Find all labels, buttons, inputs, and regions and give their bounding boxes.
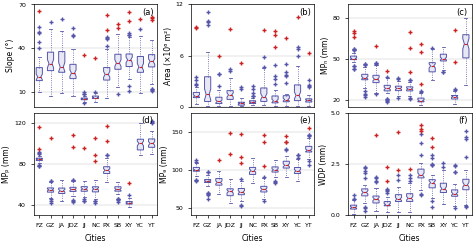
PathPatch shape — [440, 183, 447, 193]
PathPatch shape — [452, 96, 458, 99]
PathPatch shape — [463, 179, 469, 190]
PathPatch shape — [373, 75, 379, 83]
PathPatch shape — [249, 101, 255, 103]
PathPatch shape — [283, 96, 290, 102]
PathPatch shape — [126, 54, 132, 66]
PathPatch shape — [137, 57, 144, 72]
PathPatch shape — [216, 179, 222, 185]
PathPatch shape — [429, 180, 435, 188]
PathPatch shape — [350, 56, 356, 60]
PathPatch shape — [306, 99, 312, 102]
Text: (a): (a) — [142, 8, 154, 17]
PathPatch shape — [115, 187, 121, 191]
PathPatch shape — [350, 205, 356, 209]
PathPatch shape — [104, 68, 110, 80]
PathPatch shape — [193, 92, 200, 98]
PathPatch shape — [418, 98, 424, 102]
Y-axis label: WDP (mm): WDP (mm) — [319, 144, 328, 185]
X-axis label: Cities: Cities — [242, 233, 264, 243]
PathPatch shape — [407, 87, 413, 91]
PathPatch shape — [205, 77, 211, 101]
PathPatch shape — [362, 74, 368, 80]
Y-axis label: MPₔ (mm): MPₔ (mm) — [160, 146, 169, 183]
PathPatch shape — [227, 189, 233, 196]
Text: (c): (c) — [456, 8, 468, 17]
PathPatch shape — [261, 186, 267, 192]
PathPatch shape — [104, 167, 110, 173]
PathPatch shape — [70, 64, 76, 79]
PathPatch shape — [395, 195, 401, 202]
Text: (d): (d) — [142, 116, 154, 125]
PathPatch shape — [384, 85, 390, 91]
PathPatch shape — [418, 169, 424, 178]
PathPatch shape — [395, 86, 401, 91]
PathPatch shape — [407, 194, 413, 201]
PathPatch shape — [238, 102, 245, 105]
PathPatch shape — [47, 52, 54, 71]
PathPatch shape — [294, 168, 301, 173]
PathPatch shape — [36, 158, 42, 160]
PathPatch shape — [59, 51, 65, 72]
PathPatch shape — [384, 202, 390, 206]
PathPatch shape — [47, 188, 54, 192]
PathPatch shape — [261, 88, 267, 101]
PathPatch shape — [216, 97, 222, 104]
PathPatch shape — [272, 96, 278, 103]
Text: (e): (e) — [299, 116, 310, 125]
PathPatch shape — [373, 196, 379, 203]
PathPatch shape — [59, 188, 65, 194]
PathPatch shape — [362, 189, 368, 196]
PathPatch shape — [249, 167, 255, 174]
PathPatch shape — [440, 54, 447, 61]
PathPatch shape — [92, 187, 99, 192]
PathPatch shape — [294, 85, 301, 101]
X-axis label: Cities: Cities — [399, 233, 420, 243]
PathPatch shape — [429, 63, 435, 72]
Text: (b): (b) — [299, 8, 310, 17]
PathPatch shape — [137, 139, 144, 150]
X-axis label: Cities: Cities — [85, 233, 106, 243]
PathPatch shape — [81, 187, 87, 191]
PathPatch shape — [452, 190, 458, 196]
PathPatch shape — [227, 91, 233, 99]
PathPatch shape — [463, 35, 469, 58]
PathPatch shape — [283, 161, 290, 168]
PathPatch shape — [36, 68, 42, 81]
PathPatch shape — [272, 167, 278, 172]
PathPatch shape — [148, 55, 155, 67]
Y-axis label: Slope (°): Slope (°) — [6, 39, 15, 72]
PathPatch shape — [193, 167, 200, 171]
PathPatch shape — [81, 98, 87, 100]
PathPatch shape — [126, 201, 132, 204]
PathPatch shape — [306, 146, 312, 152]
PathPatch shape — [70, 187, 76, 191]
Y-axis label: MPₙ (mm): MPₙ (mm) — [320, 37, 329, 74]
PathPatch shape — [92, 96, 99, 98]
PathPatch shape — [238, 188, 245, 195]
Y-axis label: MPₚ (mm): MPₚ (mm) — [2, 145, 11, 183]
PathPatch shape — [148, 139, 155, 147]
Text: (f): (f) — [458, 116, 468, 125]
PathPatch shape — [205, 180, 211, 183]
PathPatch shape — [115, 54, 121, 69]
Y-axis label: Area (×10⁶ m²): Area (×10⁶ m²) — [164, 26, 173, 85]
